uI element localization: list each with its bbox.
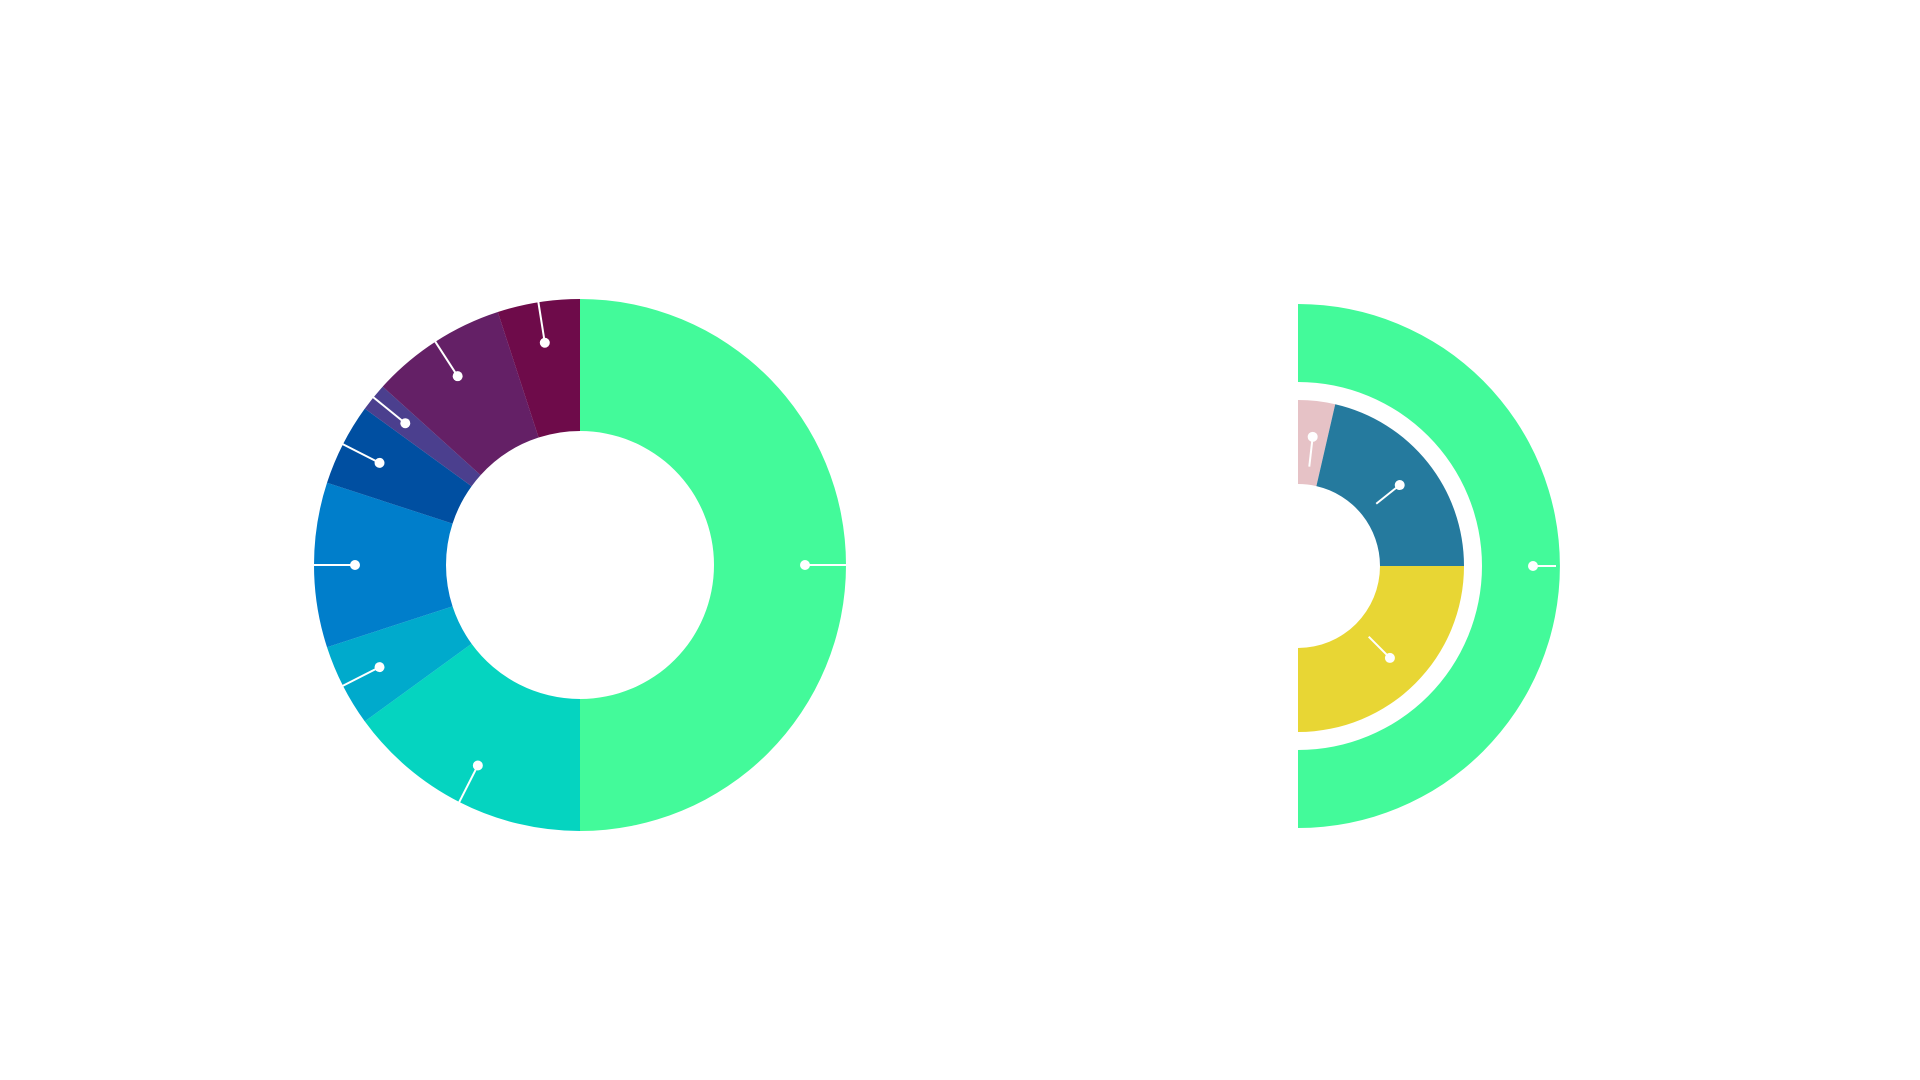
inner-ring-slice-2-leader-line	[1375, 484, 1401, 505]
donut-slice-5	[327, 408, 472, 524]
donut-slice-1-leader-dot	[800, 560, 810, 570]
donut-slice-7-leader-line	[433, 339, 459, 377]
inner-ring-slice-1-leader-dot	[1307, 431, 1318, 442]
donut-slice-3-leader-line	[340, 666, 380, 688]
donut-slice-8-leader-dot	[539, 337, 550, 348]
donut-slice-8-leader-line	[537, 300, 546, 343]
inner-ring-slice-3-leader-dot	[1384, 652, 1395, 663]
donut-slice-4-leader-dot	[350, 560, 360, 570]
donut-slice-3	[327, 606, 472, 722]
donut-slice-6-leader-line	[371, 395, 406, 424]
half-donut-chart	[1298, 304, 1560, 828]
outer-ring-slice-1-leader-dot	[1528, 561, 1538, 571]
donut-slice-8	[497, 299, 580, 438]
inner-ring-slice-2	[1316, 404, 1464, 566]
donut-slice-2-leader-line	[457, 765, 479, 805]
donut-slice-2	[364, 643, 580, 831]
donut-slice-4	[313, 482, 453, 648]
inner-ring-slice-1	[1298, 400, 1336, 487]
donut-slice-7-leader-dot	[452, 371, 463, 382]
donut-chart	[312, 299, 848, 831]
donut-slice-7	[382, 312, 539, 476]
inner-ring-slice-2-leader-dot	[1394, 480, 1405, 491]
donut-slice-3-leader-dot	[374, 662, 385, 673]
donut-slice-1	[580, 299, 846, 831]
donut-slice-5-leader-dot	[374, 457, 385, 468]
donut-slice-6	[364, 386, 481, 487]
donut-slice-6-leader-dot	[400, 418, 411, 429]
donut-slice-2-leader-dot	[472, 760, 483, 771]
outer-ring-slice-1	[1298, 304, 1560, 828]
donut-slice-5-leader-line	[340, 442, 380, 464]
